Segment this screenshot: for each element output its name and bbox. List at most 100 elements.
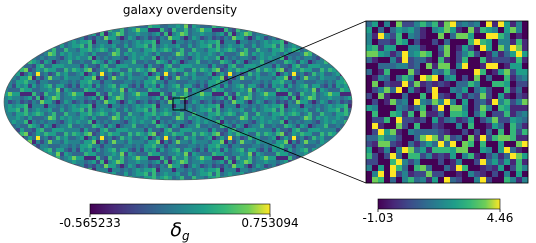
inset-cell bbox=[432, 93, 439, 100]
inset-cell bbox=[510, 105, 517, 112]
inset-cell bbox=[486, 81, 493, 88]
inset-cell bbox=[408, 111, 415, 118]
inset-cell bbox=[378, 171, 385, 178]
inset-cell bbox=[444, 99, 451, 106]
inset-cell bbox=[492, 141, 499, 148]
inset-cell bbox=[402, 93, 409, 100]
inset-cell bbox=[420, 27, 427, 34]
inset-cell bbox=[504, 135, 511, 142]
inset-cell bbox=[426, 165, 433, 172]
inset-cell bbox=[486, 159, 493, 166]
inset-cell bbox=[378, 21, 385, 28]
inset-frame bbox=[365, 20, 529, 184]
inset-cell bbox=[438, 87, 445, 94]
inset-cell bbox=[438, 45, 445, 52]
inset-cell bbox=[486, 93, 493, 100]
inset-cell bbox=[396, 27, 403, 34]
inset-cell bbox=[498, 117, 505, 124]
inset-cell bbox=[402, 105, 409, 112]
inset-cell bbox=[384, 81, 391, 88]
inset-cell bbox=[492, 165, 499, 172]
inset-cell bbox=[372, 165, 379, 172]
inset-cell bbox=[456, 111, 463, 118]
inset-cell bbox=[444, 165, 451, 172]
inset-cell bbox=[474, 111, 481, 118]
inset-cell bbox=[486, 123, 493, 130]
inset-cell bbox=[438, 159, 445, 166]
inset-cell bbox=[384, 129, 391, 136]
inset-cell bbox=[468, 117, 475, 124]
inset-cell bbox=[510, 33, 517, 40]
inset-cell bbox=[444, 45, 451, 52]
inset-cell bbox=[384, 171, 391, 178]
inset-cell bbox=[384, 105, 391, 112]
inset-cell bbox=[450, 87, 457, 94]
inset-cell bbox=[510, 111, 517, 118]
inset-cell bbox=[432, 69, 439, 76]
inset-cell bbox=[516, 63, 523, 70]
inset-cell bbox=[420, 105, 427, 112]
inset-cell bbox=[522, 33, 529, 40]
inset-cell bbox=[456, 87, 463, 94]
zoom-line bbox=[184, 109, 367, 184]
inset-cell bbox=[414, 135, 421, 142]
colorbar-tick-label: 0.753094 bbox=[241, 216, 298, 230]
inset-cell bbox=[414, 159, 421, 166]
inset-cell bbox=[378, 177, 385, 184]
inset-cell bbox=[522, 165, 529, 172]
inset-cell bbox=[426, 177, 433, 184]
inset-cell bbox=[396, 117, 403, 124]
inset-cell bbox=[522, 147, 529, 154]
inset-cell bbox=[378, 63, 385, 70]
inset-cell bbox=[402, 147, 409, 154]
inset-cell bbox=[510, 87, 517, 94]
inset-cell bbox=[456, 39, 463, 46]
inset-cell bbox=[366, 39, 373, 46]
inset-cell bbox=[450, 177, 457, 184]
inset-cell bbox=[366, 141, 373, 148]
inset-cell bbox=[426, 147, 433, 154]
inset-cell bbox=[396, 57, 403, 64]
inset-cell bbox=[402, 117, 409, 124]
inset-cell bbox=[468, 69, 475, 76]
inset-cell bbox=[396, 171, 403, 178]
inset-cell bbox=[432, 51, 439, 58]
inset-cell bbox=[474, 141, 481, 148]
inset-cell bbox=[486, 177, 493, 184]
inset-cell bbox=[492, 171, 499, 178]
inset-cell bbox=[402, 129, 409, 136]
inset-cell bbox=[474, 159, 481, 166]
zoom-line bbox=[184, 20, 367, 99]
inset-cell bbox=[408, 177, 415, 184]
inset-cell bbox=[366, 69, 373, 76]
inset-cell bbox=[432, 33, 439, 40]
inset-cell bbox=[396, 165, 403, 172]
inset-cell bbox=[468, 147, 475, 154]
inset-cell bbox=[432, 177, 439, 184]
inset-cell bbox=[408, 45, 415, 52]
inset-cell bbox=[426, 105, 433, 112]
inset-cell bbox=[456, 45, 463, 52]
inset-cell bbox=[468, 129, 475, 136]
inset-cell bbox=[504, 93, 511, 100]
inset-cell bbox=[522, 69, 529, 76]
inset-cell bbox=[366, 117, 373, 124]
inset-cell bbox=[456, 129, 463, 136]
inset-cell bbox=[390, 63, 397, 70]
inset-cell bbox=[468, 33, 475, 40]
inset-cell bbox=[366, 105, 373, 112]
inset-cell bbox=[462, 69, 469, 76]
inset-cell bbox=[486, 33, 493, 40]
inset-cell bbox=[420, 153, 427, 160]
inset-cell bbox=[396, 105, 403, 112]
inset-cell bbox=[426, 123, 433, 130]
inset-cell bbox=[444, 117, 451, 124]
inset-cell bbox=[492, 75, 499, 82]
inset-cell bbox=[402, 81, 409, 88]
inset-cell bbox=[486, 165, 493, 172]
inset-cell bbox=[450, 39, 457, 46]
inset-cell bbox=[492, 123, 499, 130]
inset-cell bbox=[480, 81, 487, 88]
inset-cell bbox=[372, 45, 379, 52]
inset-cell bbox=[438, 177, 445, 184]
